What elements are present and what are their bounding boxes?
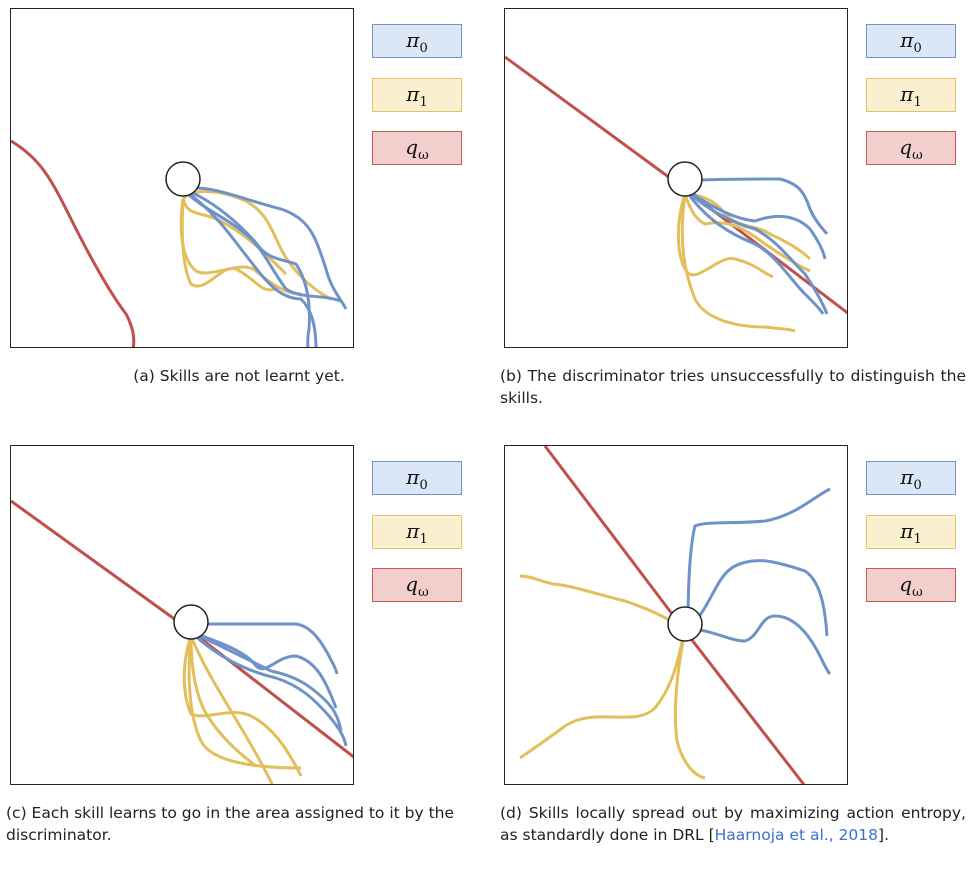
legend-subscript: 0: [913, 41, 922, 56]
start-state-circle: [667, 161, 703, 197]
legend-pi0: π0: [866, 461, 956, 495]
legend-subscript: 0: [913, 478, 922, 493]
plot-area-a: [10, 8, 354, 348]
caption-text: (d) Skills locally spread out by maximiz…: [500, 804, 966, 844]
legend-subscript: ω: [418, 148, 429, 163]
legend-pi0: π0: [372, 24, 462, 58]
skill-0-trajectory: [182, 187, 311, 347]
skill-0-trajectory: [190, 630, 338, 709]
skill-1-trajectory: [179, 198, 302, 296]
panel-a: π0 π1 qω (a) Skills are not learnt yet.: [0, 0, 480, 430]
legend-pi0: π0: [866, 24, 956, 58]
legend-symbol: π: [406, 28, 420, 52]
legend-pi1: π1: [372, 515, 462, 549]
legend-q-omega: qω: [372, 131, 462, 165]
legend-symbol: π: [900, 28, 914, 52]
legend-subscript: 1: [913, 95, 922, 110]
panel-d: π0 π1 qω (d) Skills locally spread out b…: [494, 437, 968, 867]
start-state-circle: [173, 604, 209, 640]
skill-1-trajectory: [519, 630, 687, 760]
skill-1-trajectory: [189, 635, 257, 768]
trajectory-plot-b: [505, 55, 847, 333]
skill-0-trajectory: [684, 177, 829, 235]
plot-area-d: [504, 445, 848, 785]
legend-symbol: π: [406, 519, 420, 543]
skill-0-trajectory: [182, 187, 318, 347]
trajectory-plot-c: [11, 499, 353, 784]
trajectory-plot-a: [11, 139, 348, 347]
legend-symbol: π: [900, 519, 914, 543]
legend-pi1: π1: [866, 78, 956, 112]
skill-0-trajectory: [687, 614, 832, 676]
panel-c: π0 π1 qω (c) Each skill learns to go in …: [0, 437, 480, 867]
skill-0-trajectory: [684, 187, 827, 260]
skill-0-trajectory: [687, 559, 829, 637]
skill-0-trajectory: [683, 188, 825, 315]
plot-area-c: [10, 445, 354, 785]
start-state-circle: [667, 606, 703, 642]
skill-1-trajectory: [677, 193, 774, 279]
start-state-circle: [165, 161, 201, 197]
legend-pi0: π0: [372, 461, 462, 495]
skill-0-trajectory: [182, 186, 348, 310]
skill-1-trajectory: [189, 635, 274, 784]
caption-text-end: ].: [878, 826, 889, 844]
caption-b: (b) The discriminator tries unsuccessful…: [500, 367, 966, 407]
skill-0-trajectory: [686, 487, 831, 629]
legend-symbol: π: [406, 465, 420, 489]
skill-0-trajectory: [191, 622, 339, 675]
caption-d: (d) Skills locally spread out by maximiz…: [500, 802, 966, 846]
skill-1-trajectory: [683, 193, 811, 273]
skill-1-trajectory: [181, 198, 288, 276]
legend-symbol: π: [900, 82, 914, 106]
trajectory-plot-d: [519, 446, 832, 784]
legend-subscript: ω: [912, 585, 923, 600]
skill-1-trajectory: [182, 635, 303, 777]
legend-subscript: 0: [419, 41, 428, 56]
panel-b: π0 π1 qω (b) The discriminator tries uns…: [494, 0, 968, 430]
legend-q-omega: qω: [866, 131, 956, 165]
legend-q-omega: qω: [372, 568, 462, 602]
skill-1-trajectory: [680, 193, 796, 333]
skill-1-trajectory: [187, 635, 302, 770]
caption-c: (c) Each skill learns to go in the area …: [6, 804, 455, 844]
plot-area-b: [504, 8, 848, 348]
discriminator-boundary: [11, 139, 136, 347]
legend-symbol: π: [900, 465, 914, 489]
skill-0-trajectory: [181, 187, 342, 303]
skill-1-trajectory: [673, 630, 706, 780]
legend-subscript: ω: [418, 585, 429, 600]
legend-q-omega: qω: [866, 568, 956, 602]
skill-0-trajectory: [190, 630, 343, 732]
legend-symbol: q: [899, 572, 913, 596]
legend-pi1: π1: [372, 78, 462, 112]
legend-subscript: 1: [419, 532, 428, 547]
legend-symbol: q: [405, 572, 419, 596]
legend-subscript: ω: [912, 148, 923, 163]
citation-link[interactable]: Haarnoja et al., 2018: [714, 826, 879, 844]
skill-0-trajectory: [683, 187, 829, 315]
legend-subscript: 1: [419, 95, 428, 110]
legend-symbol: q: [899, 135, 913, 159]
skill-1-trajectory: [519, 574, 686, 633]
legend-pi1: π1: [866, 515, 956, 549]
skill-0-trajectory: [189, 630, 348, 747]
legend-subscript: 1: [913, 532, 922, 547]
legend-subscript: 0: [419, 478, 428, 493]
legend-symbol: q: [405, 135, 419, 159]
caption-a: (a) Skills are not learnt yet.: [133, 367, 345, 385]
legend-symbol: π: [406, 82, 420, 106]
